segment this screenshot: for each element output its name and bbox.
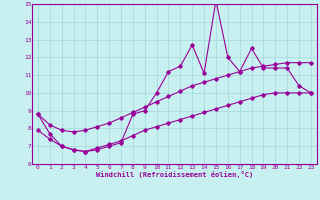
X-axis label: Windchill (Refroidissement éolien,°C): Windchill (Refroidissement éolien,°C): [96, 171, 253, 178]
